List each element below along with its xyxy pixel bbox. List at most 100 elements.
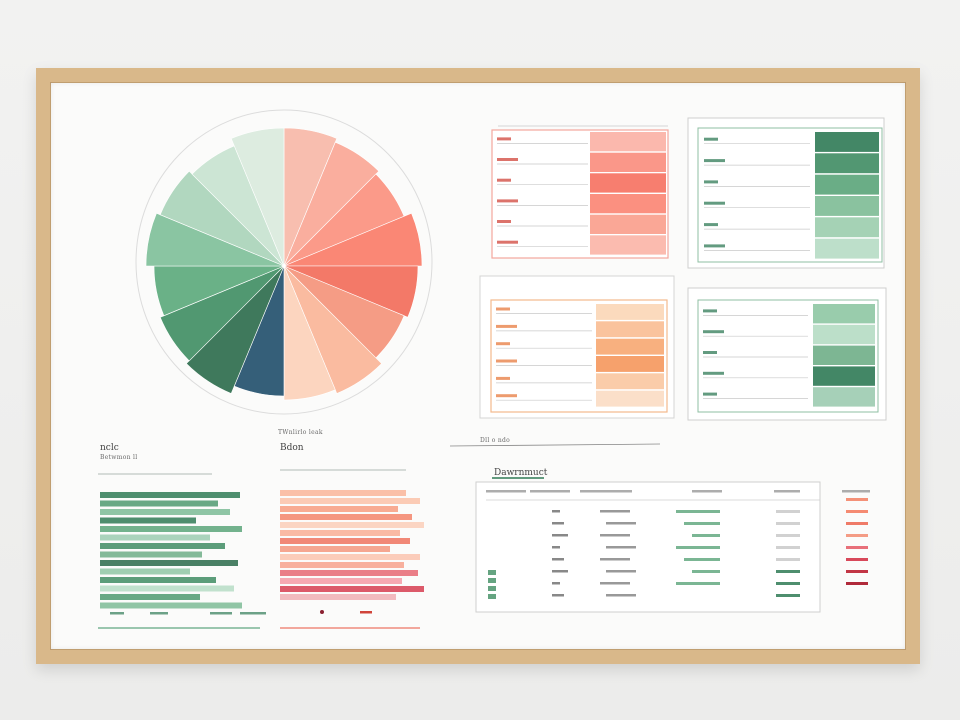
red-bar — [280, 514, 412, 520]
panel-label-mark — [496, 376, 510, 380]
panel-label-mark — [497, 220, 511, 223]
table-cell — [606, 594, 636, 597]
table-cell — [600, 534, 630, 537]
table-header-mark — [486, 490, 526, 493]
green-bar — [100, 517, 196, 524]
red-bar — [280, 506, 398, 512]
table-bar-red — [846, 570, 868, 573]
svg-text:Betwmon ll: Betwmon ll — [100, 454, 137, 461]
panel-label-mark — [496, 342, 510, 346]
table-bar-red — [846, 522, 868, 525]
table-cell — [606, 546, 636, 549]
panel-bar — [813, 304, 875, 324]
panel-label-mark — [496, 307, 510, 311]
green-bar — [100, 602, 242, 609]
table-bar — [776, 570, 800, 573]
pie-slice — [283, 141, 380, 267]
green-tick — [150, 612, 168, 615]
red-dot — [320, 610, 324, 614]
panel-label-mark — [497, 178, 511, 182]
table-cell — [552, 582, 560, 585]
panel-label-mark — [496, 324, 517, 328]
table-header-mark — [774, 490, 800, 493]
header-table: Dawrnmuct — [494, 468, 548, 478]
panel-label-mark — [497, 199, 518, 203]
red-bar — [280, 586, 424, 592]
table-cell — [606, 570, 636, 573]
table-header-mark — [692, 490, 722, 493]
panel-bar — [590, 132, 666, 152]
table-cell — [552, 522, 564, 525]
table-cell — [600, 558, 630, 561]
green-bar — [100, 500, 218, 507]
red-bar — [280, 554, 420, 560]
green-bar — [100, 560, 238, 566]
red-tick — [360, 611, 372, 614]
panel-bar — [590, 152, 666, 172]
pie-slice — [283, 265, 336, 401]
panel-green-top — [687, 117, 885, 269]
green-bar — [100, 492, 240, 498]
panel-bar — [590, 173, 666, 193]
red-bar — [280, 538, 410, 544]
panel-bar — [815, 238, 879, 259]
table-header-mark — [530, 490, 570, 493]
panel-label-mark — [704, 201, 725, 205]
table-bar-red — [846, 558, 868, 561]
svg-text:Dll o ndo: Dll o ndo — [480, 437, 510, 444]
panel-label-mark — [704, 244, 725, 248]
panel-label-mark — [497, 240, 518, 244]
green-bar — [100, 543, 225, 549]
table-bar — [776, 594, 800, 597]
panel-bar — [590, 235, 666, 255]
table-icon-green — [488, 578, 496, 583]
table-bar-red — [846, 534, 868, 537]
panel-bar — [596, 373, 664, 390]
pie-slice — [185, 265, 285, 394]
table-cell — [552, 570, 568, 573]
pie-slice — [283, 212, 423, 267]
panel-green-mid — [687, 287, 887, 421]
panel-label-mark — [704, 180, 718, 184]
pie-slice — [159, 170, 285, 267]
panel-label-mark — [703, 309, 717, 313]
green-bar — [100, 509, 230, 515]
green-tick — [110, 612, 124, 615]
panel-orange — [479, 275, 675, 419]
panel-bar — [596, 321, 664, 338]
red-bar — [280, 522, 424, 528]
header-left: nclc — [100, 443, 119, 453]
table-icon-green — [488, 570, 496, 575]
table-cell — [552, 534, 568, 537]
red-bar — [280, 498, 420, 504]
table-cell — [552, 594, 564, 597]
table-icon-green — [488, 594, 496, 599]
table-bar-green — [692, 570, 720, 573]
panel-label-mark — [704, 137, 718, 141]
red-bar — [280, 562, 404, 568]
table-bar — [776, 534, 800, 537]
green-bar — [100, 577, 216, 583]
panel-label-mark — [703, 351, 717, 354]
panel-red — [491, 125, 669, 259]
pie-outline — [135, 109, 433, 415]
bars-red: TWnlirlo leak Bdon — [278, 429, 424, 629]
table-cell — [552, 510, 560, 513]
green-bar — [100, 534, 210, 541]
table-bar-green — [676, 546, 720, 549]
table-cell — [606, 522, 636, 525]
table-bar-green — [676, 510, 720, 513]
table-bar-green — [676, 582, 720, 585]
red-bar — [280, 546, 390, 552]
table-bar — [776, 558, 800, 561]
red-bar — [280, 530, 400, 536]
green-bar — [100, 526, 242, 532]
table-bar-green — [684, 522, 720, 525]
table-panel: Dll o ndo Dawrnmuct — [449, 437, 870, 613]
panel-label-mark — [496, 359, 517, 363]
panel-bar — [813, 387, 875, 407]
table-bar — [776, 582, 800, 585]
pie-slice — [145, 212, 285, 267]
red-bar — [280, 570, 418, 576]
